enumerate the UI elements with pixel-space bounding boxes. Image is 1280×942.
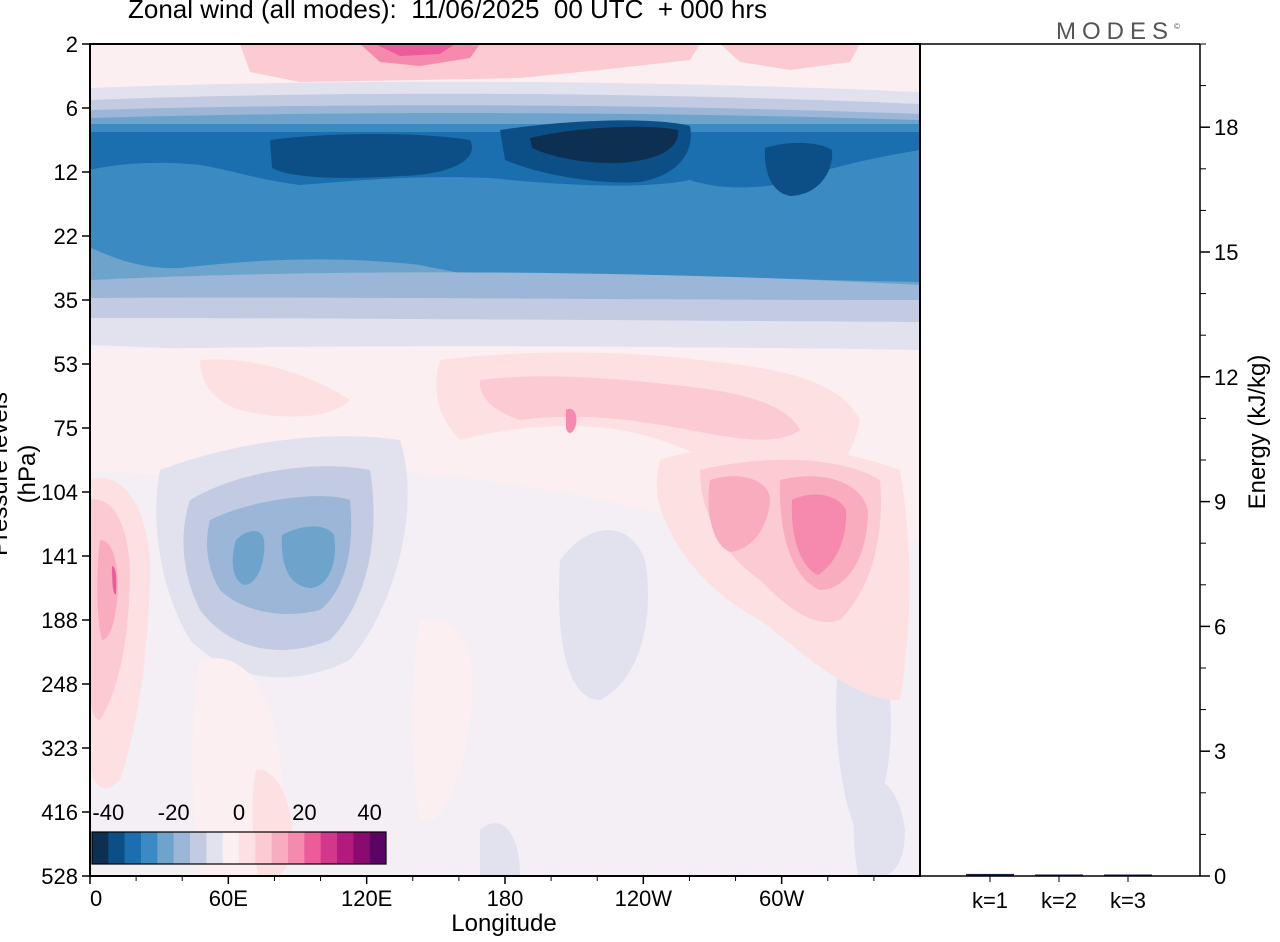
colorbar-frame [91, 831, 387, 865]
colorbar-label: -20 [158, 800, 190, 825]
y-tick-label: 53 [54, 352, 78, 377]
energy-tick-label: 0 [1214, 864, 1226, 889]
colorbar-swatch [141, 832, 158, 864]
colorbar-label: 40 [357, 800, 381, 825]
colorbar-swatch [157, 832, 174, 864]
colorbar-swatch [108, 832, 125, 864]
pressure-axis: 2 6 12 22 35 53 75 104 141 188 248 323 416 528 [41, 32, 90, 889]
low-negative-2 [853, 777, 905, 876]
y-tick-label: 416 [41, 800, 78, 825]
brand-mark: © [1174, 22, 1180, 31]
belt-darkest-core [530, 126, 679, 164]
neg-lobe-180 [559, 530, 648, 700]
y-tick-label: 248 [41, 672, 78, 697]
colorbar-swatch [353, 832, 370, 864]
y-tick-label: 323 [41, 736, 78, 761]
heatmap-panel [90, 44, 920, 876]
x-tick-label: 0 [90, 886, 102, 911]
band-top-pink-right [720, 44, 860, 70]
colorbar-swatch [190, 832, 207, 864]
colorbar-swatch [271, 832, 289, 864]
brand-name: MODES [1056, 18, 1175, 45]
energy-tick-label: 9 [1214, 490, 1226, 515]
energy-tick-label: 3 [1214, 739, 1226, 764]
energy-category-label: k=3 [1110, 888, 1146, 913]
colorbar-swatch [206, 832, 223, 864]
colorbar-swatch [288, 832, 305, 864]
energy-bar [966, 873, 1014, 876]
colorbar-swatch [92, 832, 109, 864]
x-axis-label: Longitude [451, 910, 557, 937]
colorbar-swatch [369, 832, 387, 864]
energy-category-label: k=1 [972, 888, 1008, 913]
neg-lobe-core-west [232, 531, 265, 585]
band-top-pink-core [375, 44, 455, 56]
energy-tick-label: 18 [1214, 115, 1238, 140]
mid-positive-spot [566, 408, 577, 433]
y-tick-label: 35 [54, 288, 78, 313]
belt-darkblue-west [270, 134, 472, 178]
pos-lon0-core [112, 566, 117, 595]
mid-positive-4 [479, 376, 800, 440]
colorbar-swatch [173, 832, 191, 864]
energy-tick-label: 6 [1214, 614, 1226, 639]
y-axis-label: Pressure levels (hPa) [0, 391, 41, 557]
colorbar-swatch [337, 832, 354, 864]
low-positive-3 [412, 618, 473, 822]
y-tick-label: 104 [41, 480, 78, 505]
x-tick-label: 60E [209, 886, 248, 911]
energy-bars: k=1 k=2 k=3 [966, 873, 1152, 913]
colorbar-swatch [304, 832, 321, 864]
colorbar-swatch [222, 832, 240, 864]
colorbar-label: -40 [92, 800, 124, 825]
energy-axis-label: Energy (kJ/kg) [1244, 354, 1271, 510]
band-top-pink [240, 44, 700, 82]
colorbar-swatch [239, 832, 256, 864]
belt-darkblue-east [764, 142, 833, 196]
longitude-axis: 0 60E 120E 180 120W 60W [89, 876, 875, 911]
y-tick-label: 12 [54, 160, 78, 185]
x-tick-label: 120W [615, 886, 673, 911]
colorbar-swatch [320, 832, 338, 864]
colorbar-label: 0 [233, 800, 245, 825]
y-tick-label: 6 [66, 96, 78, 121]
x-tick-label: 60W [759, 886, 804, 911]
colorbar: -40 -20 0 20 40 [91, 800, 387, 865]
colorbar-label: 20 [292, 800, 316, 825]
y-tick-label: 75 [54, 416, 78, 441]
neg-lobe-core-east [281, 526, 336, 588]
pos-east-inner-1 [708, 476, 770, 552]
x-tick-label: 120E [341, 886, 392, 911]
pos-lon0-inner [97, 540, 118, 640]
y-tick-label: 528 [41, 864, 78, 889]
x-tick-label: 180 [487, 886, 524, 911]
energy-axis: 0 3 6 9 12 15 18 [1200, 43, 1238, 889]
low-negative-1 [480, 823, 520, 876]
colorbar-swatch [124, 832, 142, 864]
colorbar-swatch [255, 832, 272, 864]
y-tick-label: 188 [41, 608, 78, 633]
chart-title: Zonal wind (all modes): 11/06/2025 00 UT… [128, 0, 768, 24]
y-tick-label: 22 [54, 224, 78, 249]
mid-positive-2 [200, 359, 350, 417]
belt-deepblue-lower [410, 228, 920, 282]
belt-edge-3 [90, 318, 920, 357]
brand-logo: MODES© [1056, 18, 1180, 46]
energy-tick-label: 12 [1214, 365, 1238, 390]
y-tick-label: 141 [41, 544, 78, 569]
pos-east-core [791, 494, 847, 575]
y-tick-label: 2 [66, 32, 78, 57]
energy-panel [920, 44, 1200, 876]
energy-tick-label: 15 [1214, 240, 1238, 265]
energy-category-label: k=2 [1041, 888, 1077, 913]
